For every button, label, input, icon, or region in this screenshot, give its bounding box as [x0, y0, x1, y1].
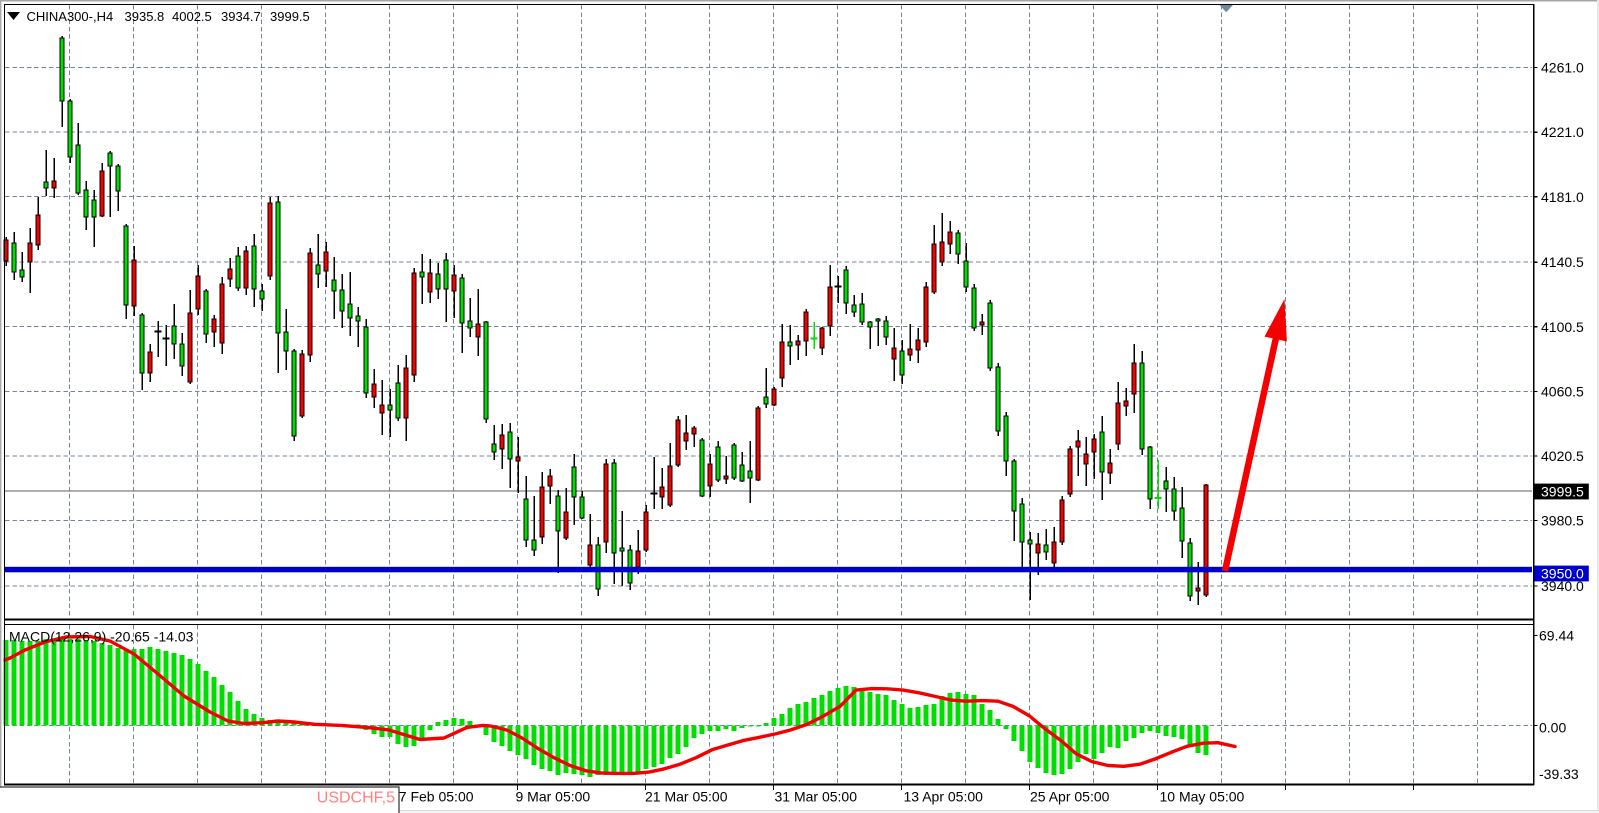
svg-text:4100.5: 4100.5	[1541, 319, 1584, 335]
svg-text:3999.5: 3999.5	[270, 9, 310, 24]
svg-text:25 Apr 05:00: 25 Apr 05:00	[1030, 789, 1110, 805]
svg-text:31 Mar 05:00: 31 Mar 05:00	[775, 789, 858, 805]
svg-text:9 Mar 05:00: 9 Mar 05:00	[516, 789, 591, 805]
svg-text:4060.5: 4060.5	[1541, 383, 1584, 399]
svg-text:4002.5: 4002.5	[172, 9, 212, 24]
svg-text:-39.33: -39.33	[1539, 766, 1579, 782]
svg-text:4181.0: 4181.0	[1541, 189, 1584, 205]
svg-text:21 Mar 05:00: 21 Mar 05:00	[645, 789, 728, 805]
svg-text:USDCHF,5: USDCHF,5	[317, 790, 395, 807]
svg-text:4020.5: 4020.5	[1541, 448, 1584, 464]
svg-text:3934.7: 3934.7	[221, 9, 261, 24]
svg-text:10 May 05:00: 10 May 05:00	[1160, 789, 1245, 805]
svg-text:4261.0: 4261.0	[1541, 60, 1584, 76]
svg-text:3999.5: 3999.5	[1541, 483, 1584, 499]
svg-text:0.00: 0.00	[1539, 720, 1566, 736]
svg-text:3950.0: 3950.0	[1541, 565, 1584, 581]
svg-text:13 Apr 05:00: 13 Apr 05:00	[904, 789, 984, 805]
svg-text:3980.5: 3980.5	[1541, 513, 1584, 529]
svg-text:3935.8: 3935.8	[125, 9, 165, 24]
svg-text:4221.0: 4221.0	[1541, 124, 1584, 140]
svg-text:4140.5: 4140.5	[1541, 254, 1584, 270]
svg-text:3940.0: 3940.0	[1541, 578, 1584, 594]
svg-text:MACD(12,26,9) -20.65 -14.03: MACD(12,26,9) -20.65 -14.03	[9, 629, 194, 645]
svg-text:69.44: 69.44	[1539, 628, 1574, 644]
svg-text:27 Feb 05:00: 27 Feb 05:00	[391, 789, 474, 805]
svg-text:CHINA300-,H4: CHINA300-,H4	[27, 9, 114, 24]
